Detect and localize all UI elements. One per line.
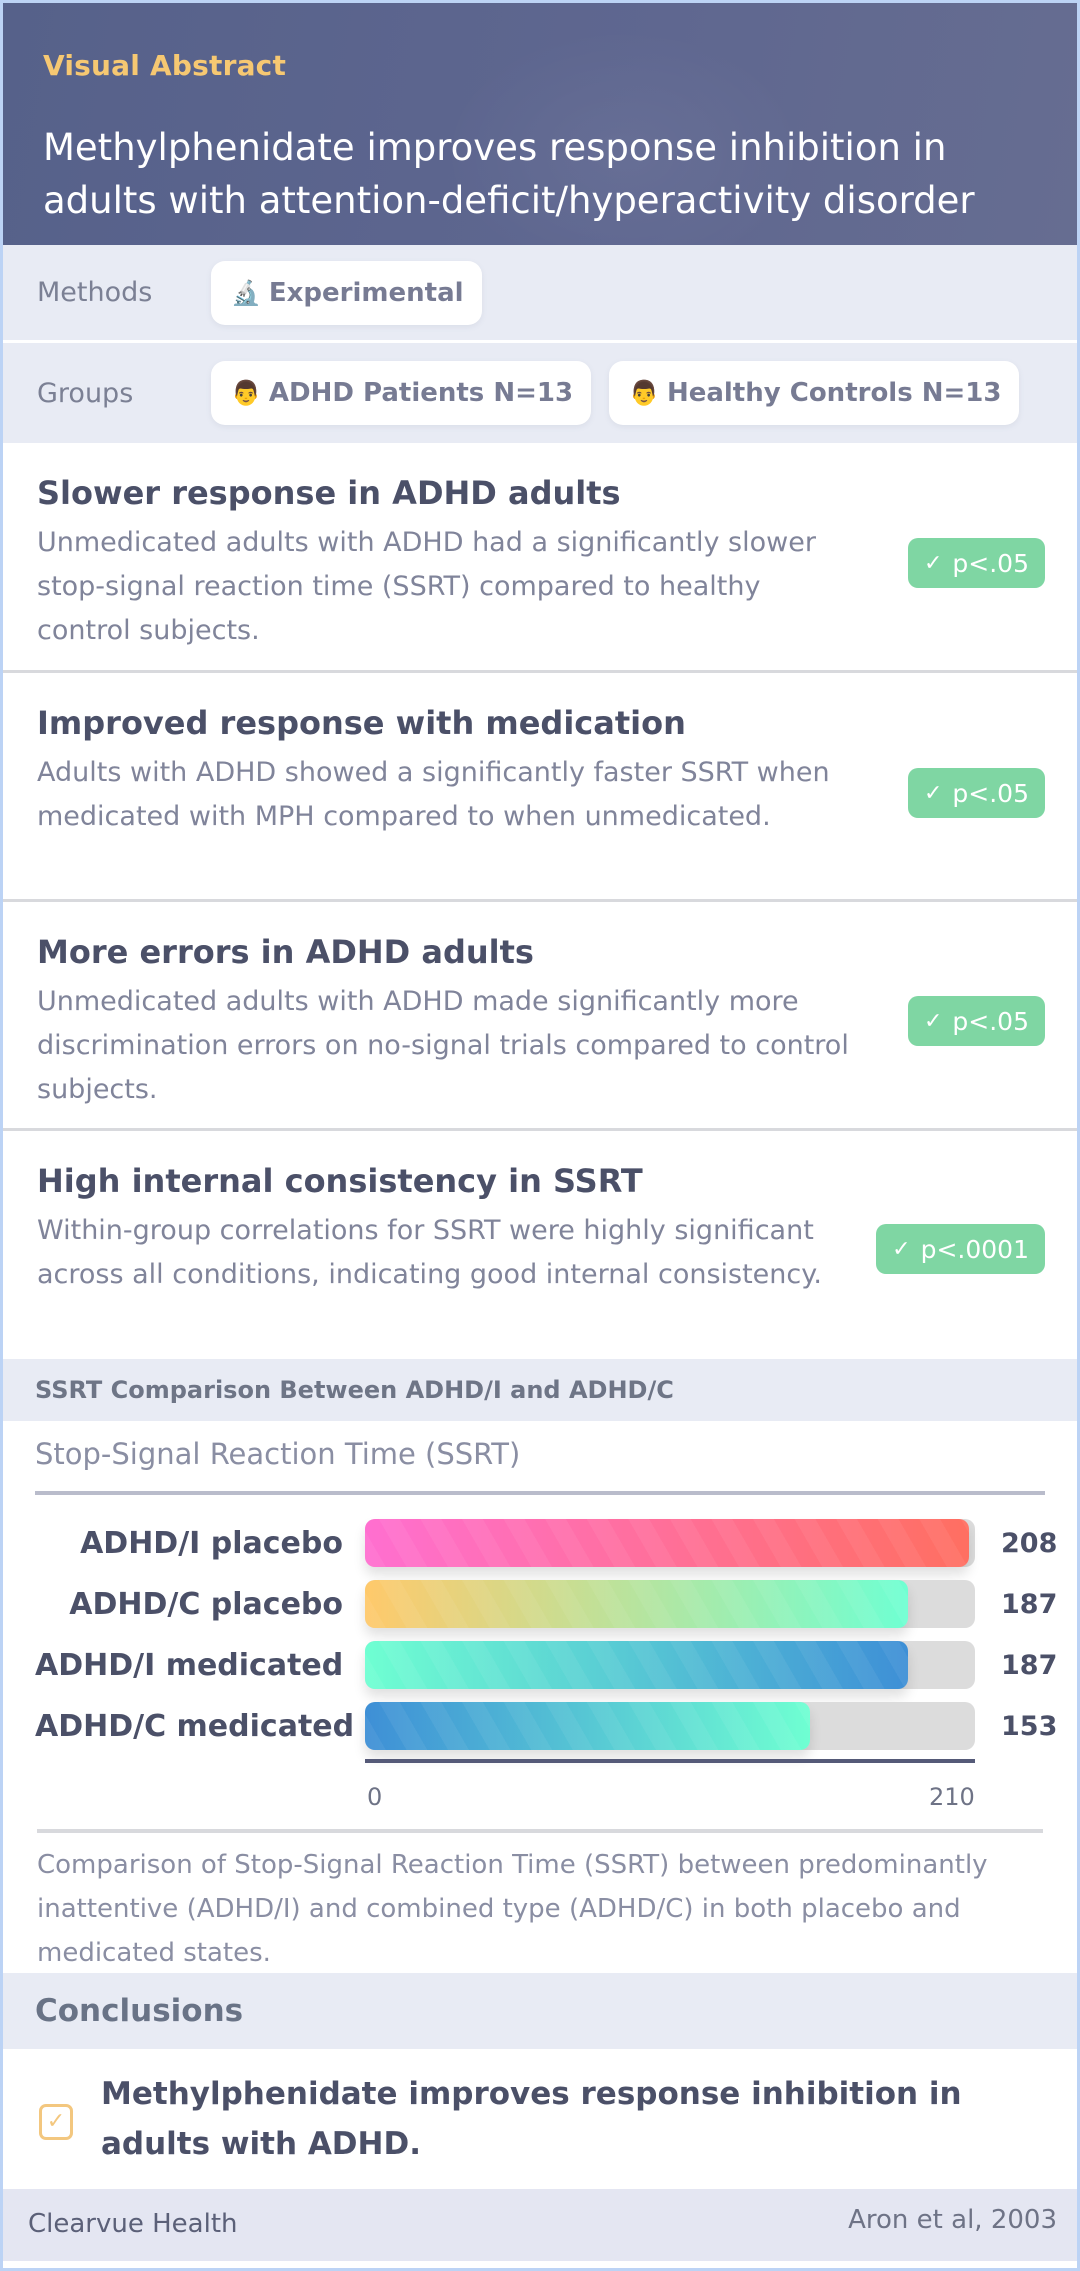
bar-label: ADHD/C medicated bbox=[35, 1708, 355, 1744]
bar-fill bbox=[365, 1702, 811, 1750]
chart-title: Stop-Signal Reaction Time (SSRT) bbox=[35, 1437, 521, 1471]
significance-badge: ✓ p<.05 bbox=[907, 768, 1045, 818]
method-chip-experimental: 🔬 Experimental bbox=[211, 260, 482, 325]
badge-label: p<.0001 bbox=[920, 1234, 1029, 1264]
finding-card: Improved response with medication Adults… bbox=[3, 673, 1077, 902]
bar-row: ADHD/I placebo 208 bbox=[35, 1519, 1057, 1567]
groups-label: Groups bbox=[37, 377, 134, 409]
x-tick-max: 210 bbox=[929, 1783, 975, 1811]
badge-label: p<.05 bbox=[952, 1006, 1029, 1036]
checkbox-check-icon: ✓ bbox=[39, 2104, 73, 2140]
bar-row: ADHD/C placebo 187 bbox=[35, 1580, 1057, 1628]
methods-label: Methods bbox=[37, 277, 153, 308]
visual-abstract: Visual Abstract Methylphenidate improves… bbox=[3, 3, 1077, 2268]
bar-fill bbox=[365, 1580, 908, 1628]
conclusions-body: ✓ Methylphenidate improves response inhi… bbox=[3, 2049, 1077, 2189]
bar-value: 187 bbox=[1001, 1588, 1058, 1620]
chart-caption: Comparison of Stop-Signal Reaction Time … bbox=[37, 1850, 988, 1968]
bar-label: ADHD/I medicated bbox=[35, 1647, 344, 1683]
groups-row: Groups 👨 ADHD Patients N=13 👨 Healthy Co… bbox=[3, 343, 1077, 443]
footer-brand: Clearvue Health bbox=[28, 2209, 238, 2239]
x-axis-line bbox=[365, 1759, 975, 1763]
finding-body: Within-group correlations for SSRT were … bbox=[37, 1215, 822, 1290]
x-axis-ticks: 0 210 bbox=[35, 1775, 1045, 1815]
badge-label: p<.05 bbox=[952, 548, 1029, 578]
check-icon: ✓ bbox=[923, 1008, 943, 1034]
bar-fill bbox=[365, 1641, 908, 1689]
footer-spacer bbox=[3, 2261, 1077, 2268]
bar-label: ADHD/I placebo bbox=[80, 1525, 343, 1561]
bar-label: ADHD/C placebo bbox=[69, 1586, 343, 1622]
finding-card: Slower response in ADHD adults Unmedicat… bbox=[3, 443, 1077, 673]
bar-row: ADHD/I medicated 187 bbox=[35, 1641, 1057, 1689]
chip-label: Healthy Controls N=13 bbox=[666, 378, 1002, 408]
conclusion-text: Methylphenidate improves response inhibi… bbox=[101, 2076, 962, 2162]
finding-body: Unmedicated adults with ADHD made signif… bbox=[37, 986, 849, 1105]
bar-row: ADHD/C medicated 153 bbox=[35, 1702, 1057, 1750]
footer: Clearvue Health Aron et al, 2003 bbox=[3, 2189, 1077, 2261]
check-icon: ✓ bbox=[923, 550, 943, 576]
bar-fill bbox=[365, 1519, 969, 1567]
conclusions-heading: Conclusions bbox=[3, 1973, 1077, 2049]
finding-title: Slower response in ADHD adults bbox=[37, 474, 621, 512]
significance-badge: ✓ p<.05 bbox=[907, 996, 1045, 1046]
finding-body: Unmedicated adults with ADHD had a signi… bbox=[37, 527, 816, 646]
finding-card: High internal consistency in SSRT Within… bbox=[3, 1131, 1077, 1359]
chart-divider bbox=[35, 1491, 1045, 1495]
chart-divider bbox=[37, 1829, 1043, 1833]
finding-body: Adults with ADHD showed a significantly … bbox=[37, 757, 830, 832]
page-title: Methylphenidate improves response inhibi… bbox=[43, 126, 975, 222]
finding-title: Improved response with medication bbox=[37, 704, 686, 742]
ssrt-chart: Stop-Signal Reaction Time (SSRT) ADHD/I … bbox=[3, 1421, 1077, 1973]
bar-value: 208 bbox=[1001, 1527, 1058, 1559]
header: Visual Abstract Methylphenidate improves… bbox=[3, 3, 1077, 245]
significance-badge: ✓ p<.05 bbox=[907, 538, 1045, 588]
chart-section-label: SSRT Comparison Between ADHD/I and ADHD/… bbox=[3, 1359, 1077, 1421]
person-icon: 👨 bbox=[231, 379, 261, 407]
x-tick-min: 0 bbox=[367, 1783, 383, 1811]
significance-badge: ✓ p<.0001 bbox=[876, 1224, 1045, 1274]
chip-label: Experimental bbox=[268, 277, 464, 308]
chip-label: ADHD Patients N=13 bbox=[268, 378, 574, 408]
group-chip-healthy-controls: 👨 Healthy Controls N=13 bbox=[609, 361, 1020, 425]
bar-track bbox=[365, 1641, 975, 1689]
bar-track bbox=[365, 1519, 975, 1567]
microscope-icon: 🔬 bbox=[231, 278, 261, 307]
bar-value: 153 bbox=[1001, 1710, 1058, 1742]
methods-row: Methods 🔬 Experimental bbox=[3, 245, 1077, 343]
person-icon: 👨 bbox=[629, 379, 659, 407]
finding-title: More errors in ADHD adults bbox=[37, 933, 534, 971]
badge-label: p<.05 bbox=[952, 778, 1029, 808]
finding-title: High internal consistency in SSRT bbox=[37, 1162, 643, 1200]
group-chip-adhd-patients: 👨 ADHD Patients N=13 bbox=[211, 361, 592, 425]
bar-track bbox=[365, 1702, 975, 1750]
check-icon: ✓ bbox=[892, 1236, 911, 1262]
bar-area: ADHD/I placebo 208 ADHD/C placebo 187 AD… bbox=[35, 1495, 1057, 1775]
bar-track bbox=[365, 1580, 975, 1628]
bar-value: 187 bbox=[1001, 1649, 1058, 1681]
check-icon: ✓ bbox=[923, 780, 943, 806]
header-kicker: Visual Abstract bbox=[43, 49, 287, 82]
finding-card: More errors in ADHD adults Unmedicated a… bbox=[3, 902, 1077, 1131]
footer-citation: Aron et al, 2003 bbox=[848, 2205, 1057, 2235]
